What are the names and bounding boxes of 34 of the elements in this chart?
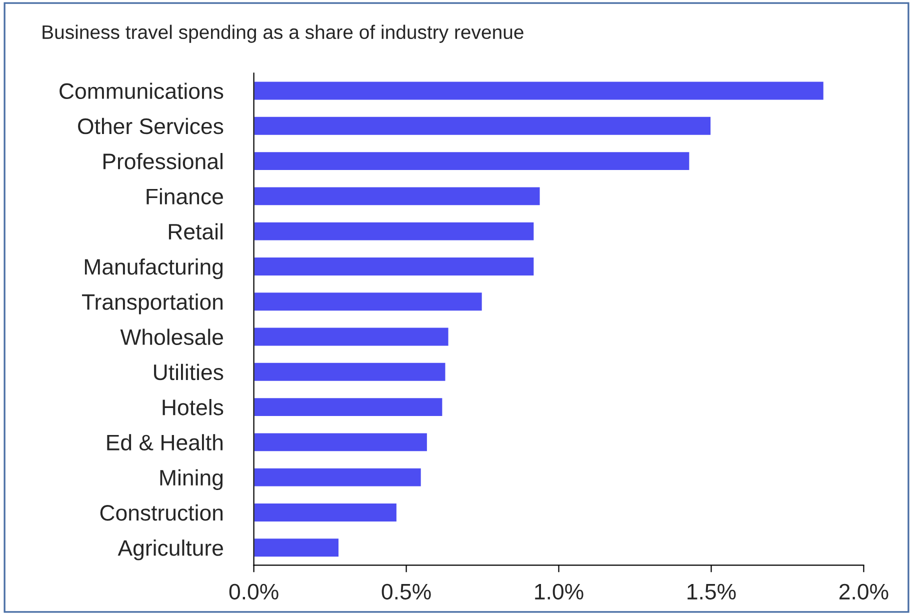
y-tick-label: Ed & Health: [107, 434, 223, 450]
bar: [254, 537, 340, 558]
x-tick-label: 2.0%: [839, 584, 888, 600]
y-tick-label: Manufacturing: [84, 258, 223, 280]
y-tick-label: Retail: [168, 223, 222, 240]
bar: [254, 502, 398, 523]
x-tick-label: 0.5%: [382, 584, 431, 600]
x-tick-label: 0.0%: [229, 584, 278, 600]
y-tick-label: Finance: [146, 188, 223, 204]
y-tick-label: Professional: [103, 152, 222, 170]
bar: [254, 186, 542, 207]
y-tick-label: Wholesale: [120, 328, 223, 346]
y-tick-label: Agriculture: [118, 540, 223, 560]
chart-title: Business travel spending as a share of industry revenue: [42, 24, 524, 43]
y-tick-label: Mining: [160, 469, 223, 490]
bar: [254, 326, 450, 348]
bar: [254, 220, 536, 242]
bar: [254, 256, 536, 277]
bar: [254, 116, 712, 136]
y-tick-label: Other Services: [78, 118, 224, 134]
y-tick-label: Communications: [60, 82, 224, 100]
bar: [254, 396, 444, 418]
bar: [254, 466, 422, 488]
x-tick-label: 1.0%: [535, 584, 584, 600]
y-tick-label: Construction: [100, 504, 223, 521]
y-tick-label: Hotels: [162, 398, 224, 416]
y-tick-label: Transportation: [82, 294, 223, 314]
bar: [254, 291, 484, 312]
x-tick-label: 1.5%: [688, 584, 736, 600]
bar: [254, 432, 428, 453]
bar: [254, 150, 691, 172]
y-tick-label: Utilities: [154, 364, 224, 380]
bar: [254, 362, 447, 382]
bar: [254, 80, 825, 102]
